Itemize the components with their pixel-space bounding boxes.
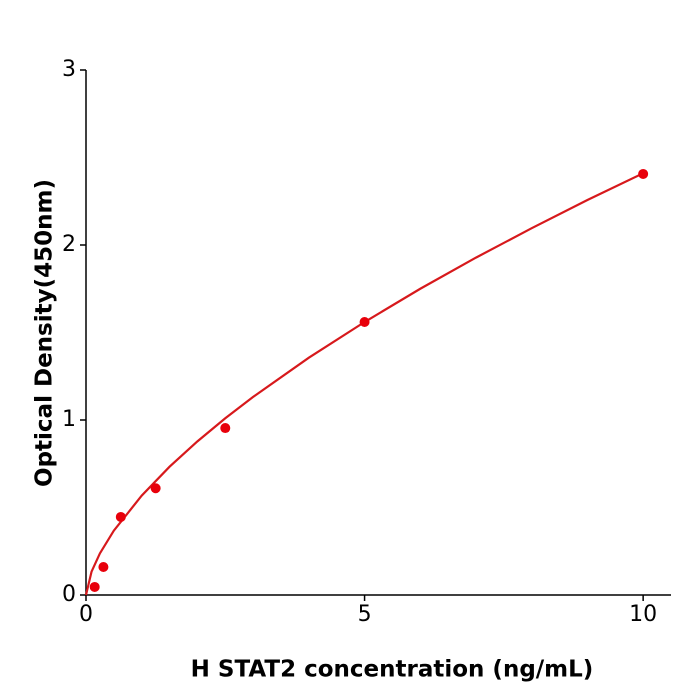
y-tick-label: 1 — [62, 407, 76, 432]
y-tick-label: 0 — [62, 582, 76, 607]
data-point — [220, 423, 231, 434]
x-tick-label: 10 — [629, 602, 657, 627]
data-point — [150, 483, 161, 494]
x-tick-label: 5 — [358, 602, 372, 627]
y-tick-label: 2 — [62, 232, 76, 257]
fit-curve — [84, 172, 644, 596]
x-tick-label: 0 — [79, 602, 93, 627]
data-point — [115, 511, 126, 522]
y-axis-label: Optical Density(450nm) — [32, 179, 58, 487]
y-tick-label: 3 — [62, 57, 76, 82]
data-point — [638, 168, 649, 179]
data-point — [98, 562, 109, 572]
x-axis-label: H STAT2 concentration (ng/mL) — [191, 657, 594, 683]
data-point — [89, 581, 100, 592]
data-point — [359, 317, 370, 327]
